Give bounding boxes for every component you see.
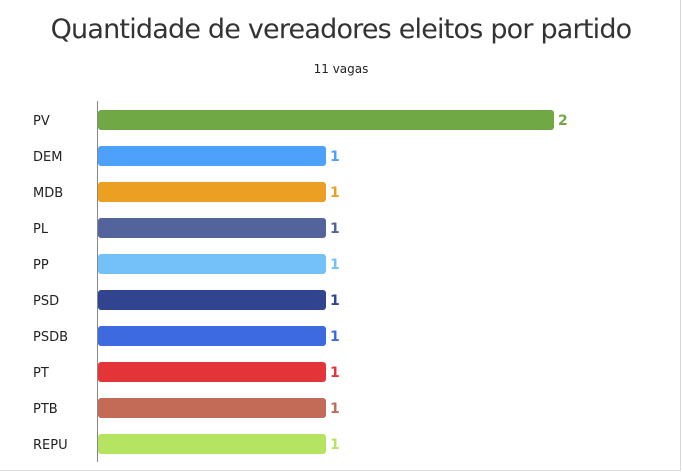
category-label: MDB	[33, 186, 63, 201]
bars-group: PV 2 DEM 1 MDB 1 PL 1 PP 1 PSD 1 PSDB 1 PT 1 PTB 1 REPU 1	[33, 110, 568, 454]
data-label: 2	[558, 113, 568, 129]
bar[interactable]	[98, 110, 554, 130]
data-label: 1	[330, 185, 340, 201]
data-label: 1	[330, 329, 340, 345]
data-label: 1	[330, 257, 340, 273]
chart-subtitle: 11 vagas	[313, 62, 369, 76]
data-label: 1	[330, 149, 340, 165]
category-label: PV	[33, 114, 50, 129]
bar[interactable]	[98, 326, 326, 346]
category-label: PSDB	[33, 330, 68, 345]
bar[interactable]	[98, 146, 326, 166]
category-label: PSD	[33, 294, 59, 309]
bar[interactable]	[98, 218, 326, 238]
bar[interactable]	[98, 362, 326, 382]
category-label: DEM	[33, 150, 62, 165]
bar[interactable]	[98, 290, 326, 310]
bar[interactable]	[98, 398, 326, 418]
category-label: REPU	[33, 438, 68, 453]
bar[interactable]	[98, 434, 326, 454]
data-label: 1	[330, 401, 340, 417]
data-label: 1	[330, 365, 340, 381]
category-label: PL	[33, 222, 49, 237]
data-label: 1	[330, 437, 340, 453]
category-label: PT	[33, 366, 49, 381]
bar[interactable]	[98, 182, 326, 202]
category-label: PP	[33, 258, 49, 273]
category-label: PTB	[33, 402, 58, 417]
data-label: 1	[330, 221, 340, 237]
chart-title: Quantidade de vereadores eleitos por par…	[50, 14, 633, 45]
bar[interactable]	[98, 254, 326, 274]
data-label: 1	[330, 293, 340, 309]
